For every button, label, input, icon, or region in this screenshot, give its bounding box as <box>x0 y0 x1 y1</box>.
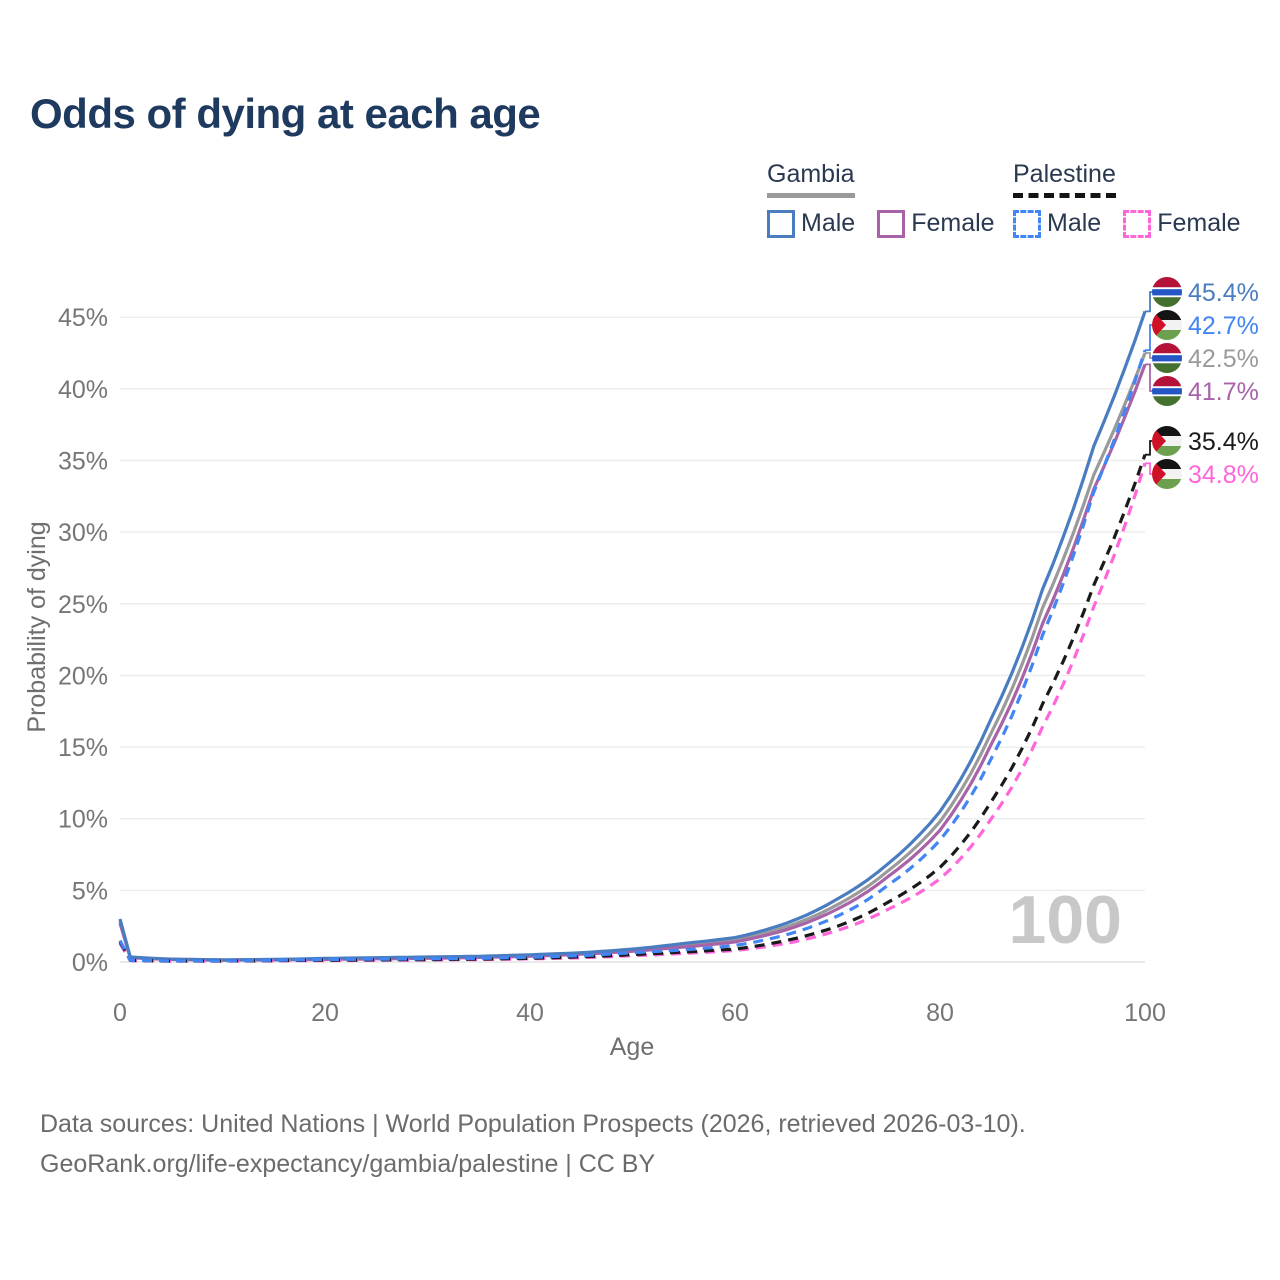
legend-item-label: Male <box>1047 209 1102 237</box>
y-tick-label: 20% <box>58 662 108 690</box>
footer-data-sources: Data sources: United Nations | World Pop… <box>40 1110 1026 1138</box>
legend: Gambia Male Female Palestine Male Female <box>0 160 1280 250</box>
end-label-connector <box>1145 440 1153 456</box>
gambia-flag-icon <box>1152 277 1182 307</box>
end-label-connector <box>1145 291 1153 313</box>
palestine-female-swatch-icon <box>1123 209 1152 238</box>
legend-item-palestine-female[interactable]: Female <box>1123 209 1241 238</box>
gambia-flag-icon <box>1152 376 1182 406</box>
legend-item-label: Female <box>1157 209 1241 237</box>
gambia-female-swatch-icon <box>877 209 906 238</box>
series-line-gambia-female <box>118 363 1147 962</box>
series-line-palestine-both-sexes <box>118 454 1147 963</box>
end-label-palestine-female: 34.8% <box>1188 461 1259 489</box>
x-axis-title: Age <box>610 1033 654 1060</box>
legend-item-palestine-male[interactable]: Male <box>1013 209 1101 238</box>
palestine-flag-icon <box>1152 459 1182 489</box>
legend-group-gambia: Gambia Male Female <box>767 160 995 238</box>
legend-country-gambia[interactable]: Gambia <box>767 160 855 198</box>
y-tick-label: 30% <box>58 519 108 547</box>
legend-item-label: Male <box>801 209 856 237</box>
series-line-palestine-male <box>118 349 1147 963</box>
y-axis-title: Probability of dying <box>23 521 51 732</box>
end-label-gambia-female: 41.7% <box>1188 378 1259 406</box>
legend-item-label: Female <box>911 209 995 237</box>
x-tick-label: 80 <box>926 999 954 1027</box>
x-tick-label: 60 <box>721 999 749 1027</box>
legend-item-gambia-male[interactable]: Male <box>767 209 855 238</box>
end-label-gambia-male: 45.4% <box>1188 279 1259 307</box>
x-tick-label: 100 <box>1124 999 1166 1027</box>
y-tick-label: 10% <box>58 806 108 834</box>
end-label-connector <box>1145 324 1153 351</box>
end-label-palestine-both-sexes: 35.4% <box>1188 428 1259 456</box>
series-line-palestine-female <box>118 462 1147 963</box>
x-tick-label: 40 <box>516 999 544 1027</box>
y-tick-label: 45% <box>58 304 108 332</box>
gambia-flag-icon <box>1152 343 1182 373</box>
end-label-palestine-male: 42.7% <box>1188 312 1259 340</box>
age-watermark: 100 <box>1009 882 1122 958</box>
footer-attribution: GeoRank.org/life-expectancy/gambia/pales… <box>40 1150 656 1178</box>
y-tick-label: 40% <box>58 376 108 404</box>
end-label-gambia-both-sexes: 42.5% <box>1188 345 1259 373</box>
palestine-flag-icon <box>1152 426 1182 456</box>
end-label-connector <box>1145 363 1153 392</box>
end-label-connector <box>1145 462 1153 475</box>
x-tick-label: 20 <box>311 999 339 1027</box>
legend-country-palestine[interactable]: Palestine <box>1013 160 1116 198</box>
series-line-gambia-both-sexes <box>118 352 1147 962</box>
series-line-gambia-male <box>118 310 1147 962</box>
mortality-chart: 0% 5% 10% 15% 20% 25% 30% 35% 40% 45% 0 20 40 60 80 100… <box>0 255 1280 1061</box>
mortality-chart-canvas: 0% 5% 10% 15% 20% 25% 30% 35% 40% 45% 0 20 40 60 80 100… <box>23 277 1259 1061</box>
legend-group-palestine: Palestine Male Female <box>1013 160 1241 238</box>
x-tick-label: 0 <box>113 999 127 1027</box>
end-label-connector <box>1145 352 1153 359</box>
y-tick-label: 35% <box>58 447 108 475</box>
palestine-flag-icon <box>1152 310 1182 340</box>
legend-item-gambia-female[interactable]: Female <box>877 209 995 238</box>
page-title: Odds of dying at each age <box>30 90 541 137</box>
y-tick-label: 0% <box>72 949 108 977</box>
palestine-male-swatch-icon <box>1013 209 1041 238</box>
gambia-male-swatch-icon <box>767 209 795 238</box>
y-tick-label: 15% <box>58 734 108 762</box>
y-tick-label: 25% <box>58 591 108 619</box>
y-tick-label: 5% <box>72 877 108 905</box>
